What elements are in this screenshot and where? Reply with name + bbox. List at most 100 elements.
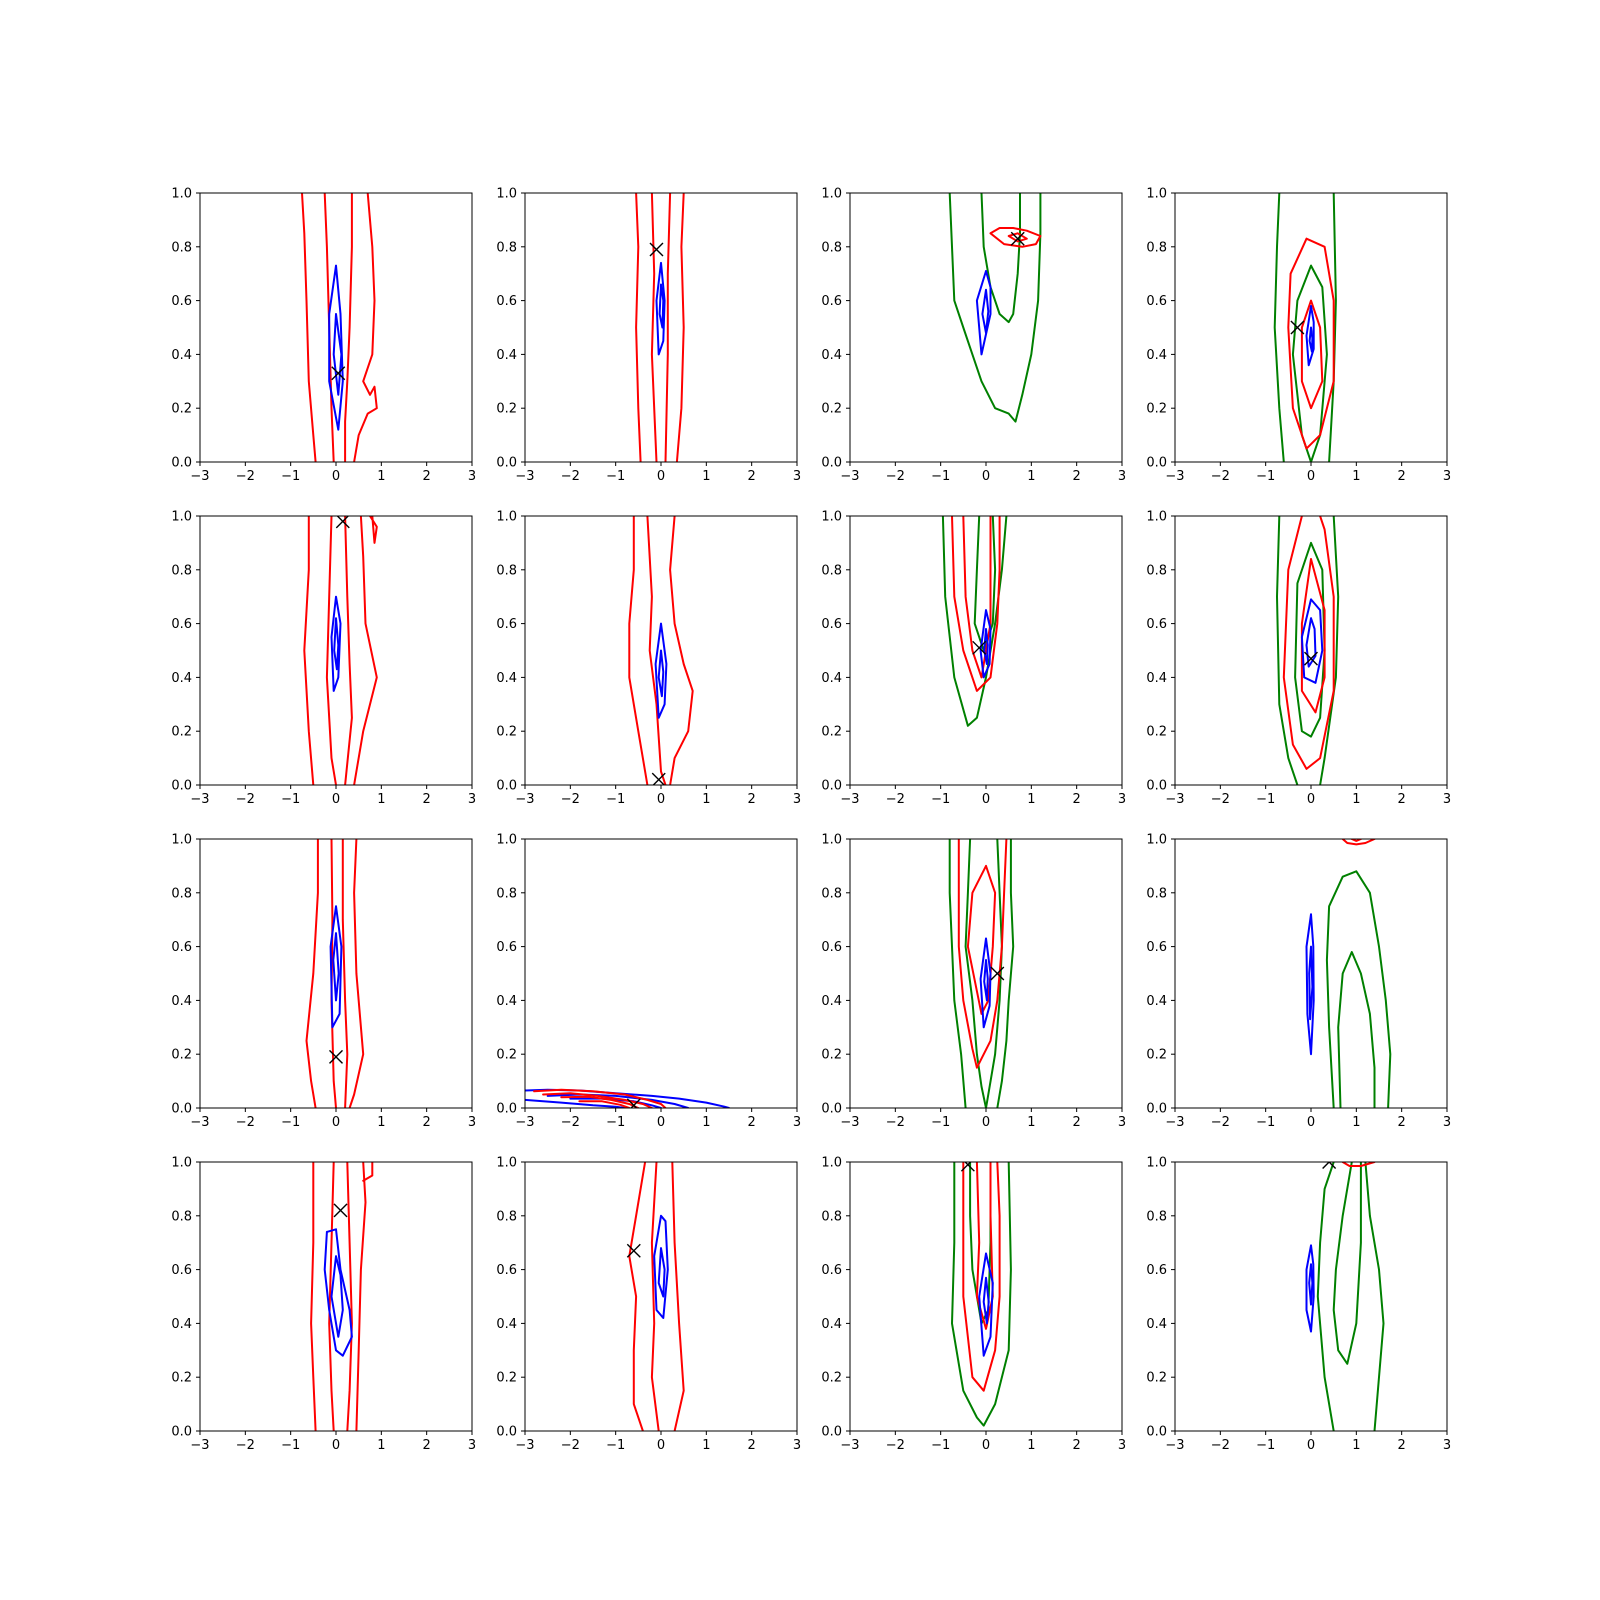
- red-contour-line: [1287, 237, 1335, 450]
- y-tick-label: 0.2: [496, 1371, 517, 1386]
- x-tick-label: −2: [561, 469, 580, 484]
- x-tick-label: 3: [468, 1438, 476, 1453]
- y-tick-label: 0.0: [171, 779, 192, 794]
- x-tick-label: 2: [1398, 1115, 1406, 1130]
- x-tick-label: 2: [1073, 792, 1081, 807]
- y-tick-label: 1.0: [496, 510, 517, 525]
- red-contour-line: [346, 1162, 353, 1431]
- x-tick-label: 2: [423, 1438, 431, 1453]
- x-tick-label: 2: [1398, 1438, 1406, 1453]
- red-contour-line: [635, 193, 642, 462]
- y-tick-label: 0.0: [496, 779, 517, 794]
- blue-contour-line: [332, 313, 343, 396]
- axes-frame: [524, 192, 798, 463]
- y-tick-label: 0.0: [1146, 779, 1167, 794]
- y-tick-label: 0.6: [171, 940, 192, 955]
- red-contour-line: [301, 193, 317, 462]
- x-marker: [1290, 320, 1305, 335]
- y-tick-label: 0.8: [496, 240, 517, 255]
- plot-area: [1273, 193, 1337, 462]
- blue-contour-line: [333, 617, 340, 671]
- x-tick-label: −2: [561, 1115, 580, 1130]
- x-tick-label: 2: [748, 1115, 756, 1130]
- y-tick-label: 0.0: [496, 456, 517, 471]
- x-tick-label: 1: [377, 1115, 385, 1130]
- blue-contour-line: [654, 622, 668, 719]
- red-contour-line: [957, 839, 1008, 1069]
- x-tick-label: 1: [1027, 792, 1035, 807]
- plot-area: [301, 193, 378, 462]
- x-tick-label: −3: [190, 792, 209, 807]
- x-tick-label: 2: [1398, 792, 1406, 807]
- x-tick-label: 2: [1073, 1115, 1081, 1130]
- blue-contour-line: [328, 264, 344, 431]
- x-tick-label: 0: [332, 469, 340, 484]
- green-contour-line: [1273, 193, 1285, 462]
- blue-contour-line: [983, 959, 989, 1002]
- blue-contour-line: [1305, 1244, 1315, 1333]
- red-contour-line: [669, 516, 694, 785]
- green-contour-line: [985, 839, 1003, 1108]
- y-tick-label: 0.4: [821, 1317, 842, 1332]
- y-tick-label: 0.4: [171, 671, 192, 686]
- x-tick-label: −1: [606, 792, 625, 807]
- red-contour-line: [369, 516, 378, 544]
- y-tick-label: 0.6: [496, 1263, 517, 1278]
- x-tick-label: −2: [236, 1438, 255, 1453]
- x-marker: [1304, 651, 1318, 666]
- y-tick-label: 0.8: [821, 240, 842, 255]
- x-tick-label: −3: [840, 1115, 859, 1130]
- axes-frame: [199, 515, 473, 786]
- y-tick-label: 0.8: [496, 563, 517, 578]
- plot-area: [305, 839, 365, 1108]
- y-tick-label: 0.0: [171, 456, 192, 471]
- x-tick-label: 1: [702, 792, 710, 807]
- x-tick-label: 1: [1352, 1115, 1360, 1130]
- y-tick-label: 0.6: [821, 294, 842, 309]
- axes-frame: [849, 1161, 1123, 1432]
- blue-contour-line: [1308, 326, 1314, 353]
- axes-frame: [849, 838, 1123, 1109]
- green-contour-line: [1291, 264, 1328, 462]
- blue-contour-line: [525, 1088, 730, 1108]
- x-tick-label: 0: [332, 1115, 340, 1130]
- x-tick-label: −3: [190, 469, 209, 484]
- x-tick-label: −3: [515, 792, 534, 807]
- red-contour-line: [303, 516, 315, 785]
- subplot-r2-c2: −3 −2 −1 0 1 2 3 0.0 0.2 0.4 0.6 0.8 1.0: [821, 833, 1126, 1131]
- x-tick-label: 1: [1027, 1115, 1035, 1130]
- x-tick-label: 1: [702, 1115, 710, 1130]
- blue-contour-line: [323, 1228, 353, 1357]
- y-tick-label: 0.2: [496, 402, 517, 417]
- x-tick-label: 2: [748, 792, 756, 807]
- red-contour-line: [578, 1100, 631, 1108]
- red-contour-line: [1341, 1162, 1376, 1167]
- y-tick-label: 0.0: [496, 1102, 517, 1117]
- x-tick-label: 3: [468, 469, 476, 484]
- y-tick-label: 0.8: [1146, 1209, 1167, 1224]
- subplot-r1-c1: −3 −2 −1 0 1 2 3 0.0 0.2 0.4 0.6 0.8 1.0: [496, 510, 801, 808]
- axes-frame: [524, 838, 798, 1109]
- x-tick-label: 0: [982, 1115, 990, 1130]
- green-contour-line: [1294, 541, 1326, 738]
- y-tick-label: 0.0: [821, 1425, 842, 1440]
- y-tick-label: 0.4: [821, 348, 842, 363]
- y-tick-label: 0.6: [171, 294, 192, 309]
- subplot-r0-c1: −3 −2 −1 0 1 2 3 0.0 0.2 0.4 0.6 0.8 1.0: [496, 187, 801, 485]
- y-tick-label: 0.4: [821, 671, 842, 686]
- x-tick-label: 2: [748, 469, 756, 484]
- x-tick-label: −2: [886, 792, 905, 807]
- y-tick-label: 0.6: [496, 940, 517, 955]
- red-contour-line: [355, 1162, 367, 1431]
- x-tick-label: −2: [561, 1438, 580, 1453]
- x-tick-label: 1: [1352, 469, 1360, 484]
- x-tick-label: −2: [1211, 1438, 1230, 1453]
- blue-contour-line: [982, 1276, 990, 1325]
- y-tick-label: 0.4: [1146, 348, 1167, 363]
- x-marker: [990, 966, 1005, 981]
- x-tick-label: 0: [982, 792, 990, 807]
- x-tick-label: 2: [423, 792, 431, 807]
- blue-contour-line: [1300, 598, 1324, 684]
- x-tick-label: −1: [931, 1115, 950, 1130]
- x-tick-label: −3: [515, 1115, 534, 1130]
